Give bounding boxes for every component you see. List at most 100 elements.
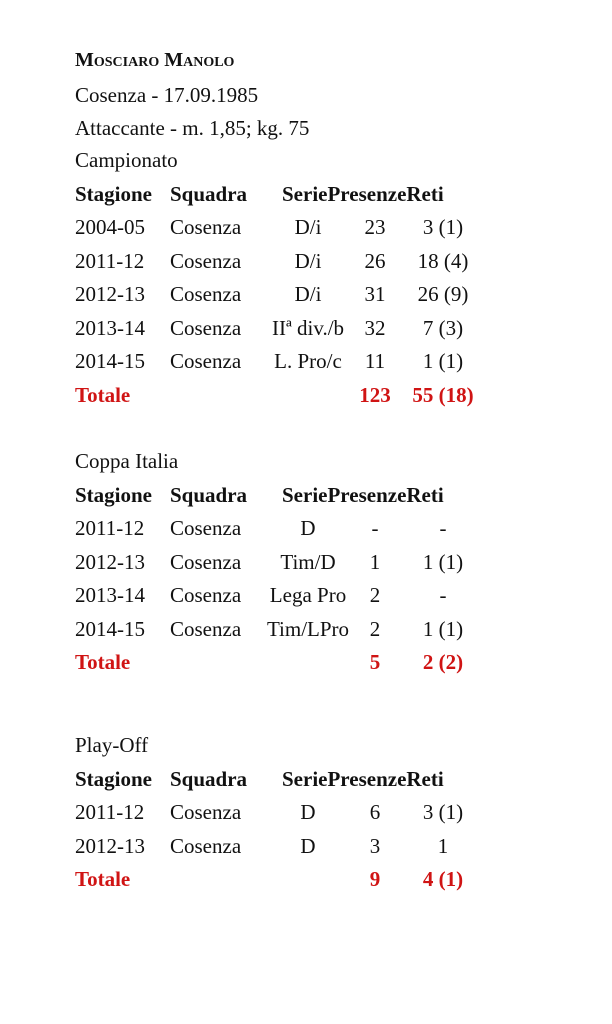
header-serie: Serie — [282, 766, 328, 791]
cell-reti: - — [439, 516, 447, 540]
role-line: Attaccante - m. 1,85; kg. 75 — [0, 111, 612, 145]
header-reti: Reti — [406, 482, 444, 507]
section-title-line: Coppa Italia — [0, 444, 612, 478]
cell-stagione: 2011-12 — [75, 248, 145, 273]
total-presenze: 123 — [359, 382, 391, 407]
header-serie-presenze-reti: SeriePresenzeReti — [282, 177, 444, 211]
cell-reti: 7 (3) — [422, 315, 464, 340]
header-stagione: Stagione — [75, 181, 153, 206]
total-row: Totale 9 4 (1) — [0, 862, 612, 896]
cell-stagione: 2004-05 — [75, 215, 145, 239]
section-title: Campionato — [75, 148, 178, 172]
cell-reti: - — [439, 583, 447, 607]
header-stagione: Stagione — [75, 766, 153, 791]
cell-squadra: Cosenza — [170, 282, 242, 306]
cell-presenze: 1 — [369, 549, 381, 574]
cell-serie: Tim/LPro — [266, 616, 350, 641]
total-reti: 2 (2) — [422, 650, 464, 674]
table-header: Stagione Squadra SeriePresenzeReti — [0, 177, 612, 211]
cell-presenze: 31 — [364, 282, 386, 306]
cell-reti: 1 (1) — [422, 616, 464, 641]
cell-presenze: 26 — [364, 248, 386, 273]
cell-serie: L. Pro/c — [274, 349, 342, 373]
cell-presenze: 11 — [364, 349, 386, 373]
header-serie: Serie — [282, 181, 328, 206]
cell-reti: 1 (1) — [422, 349, 464, 373]
header-presenze: Presenze — [327, 181, 407, 206]
cell-presenze: 3 — [369, 833, 381, 858]
cell-squadra: Cosenza — [170, 315, 242, 340]
header-serie: Serie — [282, 482, 328, 507]
cell-reti: 26 (9) — [417, 282, 469, 306]
total-presenze: 9 — [369, 867, 381, 891]
table-row: 2012-13 Cosenza D 3 1 — [0, 829, 612, 863]
player-name: Mosciaro Manolo — [75, 49, 235, 71]
section-title: Coppa Italia — [75, 449, 179, 473]
cell-squadra: Cosenza — [170, 248, 242, 273]
total-reti: 4 (1) — [422, 867, 464, 891]
cell-reti: 1 (1) — [422, 549, 464, 574]
player-name-line: Mosciaro Manolo — [0, 43, 612, 77]
table-row: 2012-13 Cosenza D/i 31 26 (9) — [0, 277, 612, 311]
total-row: Totale 5 2 (2) — [0, 645, 612, 679]
header-squadra: Squadra — [170, 766, 248, 791]
table-row: 2012-13 Cosenza Tim/D 1 1 (1) — [0, 545, 612, 579]
table-row: 2014-15 Cosenza L. Pro/c 11 1 (1) — [0, 344, 612, 378]
total-reti: 55 (18) — [412, 382, 474, 407]
cell-stagione: 2012-13 — [75, 549, 145, 574]
cell-serie: D — [300, 516, 316, 540]
header-serie-presenze-reti: SeriePresenzeReti — [282, 478, 444, 512]
cell-reti: 3 (1) — [422, 215, 464, 239]
table-row: 2011-12 Cosenza D 6 3 (1) — [0, 795, 612, 829]
cell-serie: D — [300, 833, 316, 858]
section-title-line: Campionato — [0, 143, 612, 177]
header-presenze: Presenze — [327, 482, 407, 507]
table-row: 2013-14 Cosenza IIª div./b 32 7 (3) — [0, 311, 612, 345]
cell-squadra: Cosenza — [170, 800, 242, 824]
cell-reti: 1 — [437, 833, 449, 858]
cell-stagione: 2011-12 — [75, 800, 145, 824]
section-title-line: Play-Off — [0, 728, 612, 762]
player-role: Attaccante - m. 1,85; kg. 75 — [75, 116, 310, 140]
player-birth: Cosenza - 17.09.1985 — [75, 83, 259, 107]
cell-squadra: Cosenza — [170, 215, 242, 239]
header-reti: Reti — [406, 766, 444, 791]
cell-stagione: 2011-12 — [75, 516, 145, 540]
cell-serie: Lega Pro — [269, 583, 347, 607]
cell-squadra: Cosenza — [170, 616, 242, 641]
cell-presenze: 2 — [369, 583, 381, 607]
header-presenze: Presenze — [327, 766, 407, 791]
total-row: Totale 123 55 (18) — [0, 378, 612, 412]
cell-serie: D/i — [294, 215, 322, 239]
cell-presenze: 23 — [364, 215, 386, 239]
table-row: 2013-14 Cosenza Lega Pro 2 - — [0, 578, 612, 612]
cell-stagione: 2012-13 — [75, 833, 145, 858]
cell-presenze: - — [371, 516, 379, 540]
cell-squadra: Cosenza — [170, 549, 242, 574]
birth-line: Cosenza - 17.09.1985 — [0, 78, 612, 112]
header-stagione: Stagione — [75, 482, 153, 507]
table-header: Stagione Squadra SeriePresenzeReti — [0, 478, 612, 512]
cell-stagione: 2014-15 — [75, 349, 145, 373]
cell-presenze: 6 — [369, 800, 381, 824]
header-squadra: Squadra — [170, 482, 248, 507]
cell-serie: IIª div./b — [271, 315, 345, 340]
table-row: 2011-12 Cosenza D/i 26 18 (4) — [0, 244, 612, 278]
cell-reti: 18 (4) — [417, 248, 469, 273]
table-row: 2004-05 Cosenza D/i 23 3 (1) — [0, 210, 612, 244]
cell-serie: Tim/D — [280, 549, 336, 574]
total-label: Totale — [75, 867, 131, 891]
cell-stagione: 2013-14 — [75, 583, 145, 607]
table-row: 2011-12 Cosenza D - - — [0, 511, 612, 545]
cell-stagione: 2014-15 — [75, 616, 145, 641]
cell-serie: D/i — [294, 248, 322, 273]
total-label: Totale — [75, 382, 131, 407]
header-serie-presenze-reti: SeriePresenzeReti — [282, 762, 444, 796]
cell-presenze: 32 — [364, 315, 386, 340]
cell-squadra: Cosenza — [170, 583, 242, 607]
section-title: Play-Off — [75, 733, 149, 757]
total-presenze: 5 — [369, 650, 381, 674]
cell-presenze: 2 — [369, 616, 381, 641]
table-row: 2014-15 Cosenza Tim/LPro 2 1 (1) — [0, 612, 612, 646]
table-header: Stagione Squadra SeriePresenzeReti — [0, 762, 612, 796]
